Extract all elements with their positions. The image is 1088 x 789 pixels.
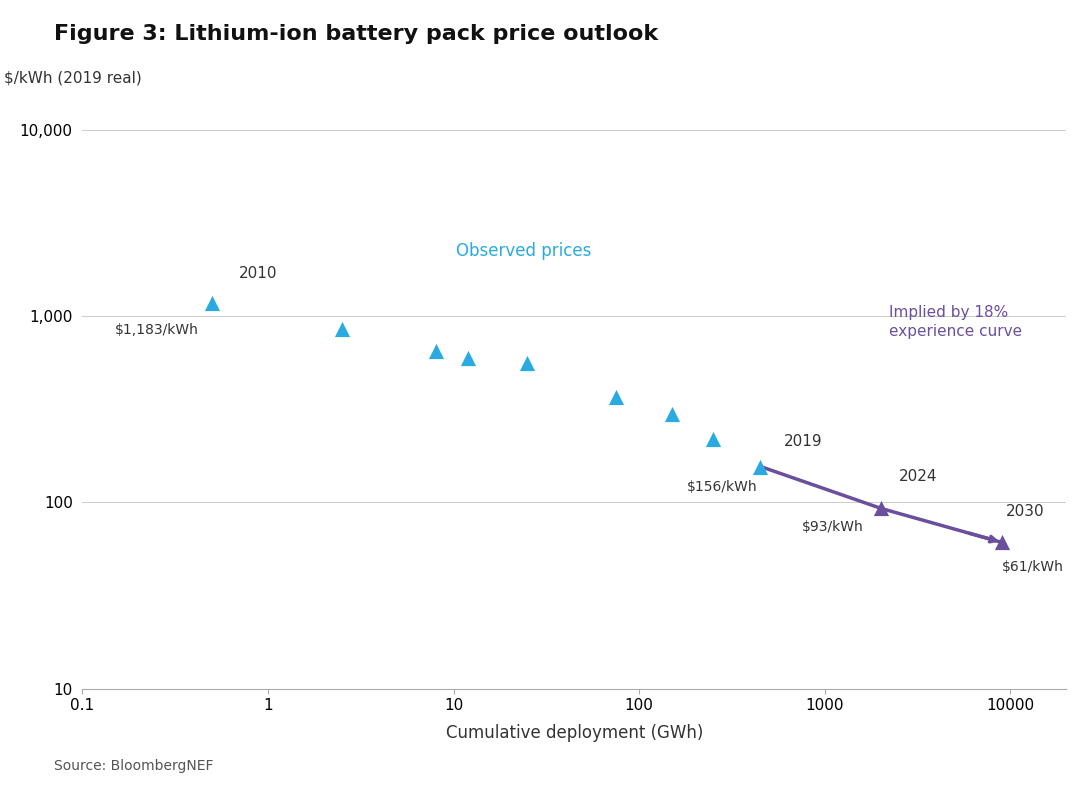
- Point: [664, 407, 681, 420]
- Point: [519, 357, 536, 369]
- Point: [333, 323, 350, 336]
- Text: $/kWh (2019 real): $/kWh (2019 real): [3, 70, 141, 85]
- Text: $93/kWh: $93/kWh: [802, 520, 864, 534]
- Text: 2010: 2010: [239, 267, 277, 282]
- Point: [607, 391, 625, 403]
- Point: [459, 351, 477, 364]
- Point: [704, 432, 721, 445]
- Text: 2019: 2019: [783, 435, 823, 450]
- Text: Source: BloombergNEF: Source: BloombergNEF: [54, 759, 214, 773]
- Text: Implied by 18%
experience curve: Implied by 18% experience curve: [889, 305, 1023, 339]
- Point: [426, 345, 444, 357]
- Text: $61/kWh: $61/kWh: [1002, 559, 1064, 574]
- Point: [871, 502, 889, 514]
- Text: $156/kWh: $156/kWh: [687, 481, 757, 494]
- Point: [203, 297, 221, 309]
- Text: Figure 3: Lithium-ion battery pack price outlook: Figure 3: Lithium-ion battery pack price…: [54, 24, 658, 43]
- X-axis label: Cumulative deployment (GWh): Cumulative deployment (GWh): [446, 724, 703, 742]
- Point: [993, 536, 1011, 548]
- Text: 2024: 2024: [899, 469, 937, 484]
- Point: [752, 460, 769, 473]
- Text: 2030: 2030: [1006, 503, 1044, 518]
- Text: Observed prices: Observed prices: [456, 242, 592, 260]
- Text: $1,183/kWh: $1,183/kWh: [115, 323, 199, 338]
